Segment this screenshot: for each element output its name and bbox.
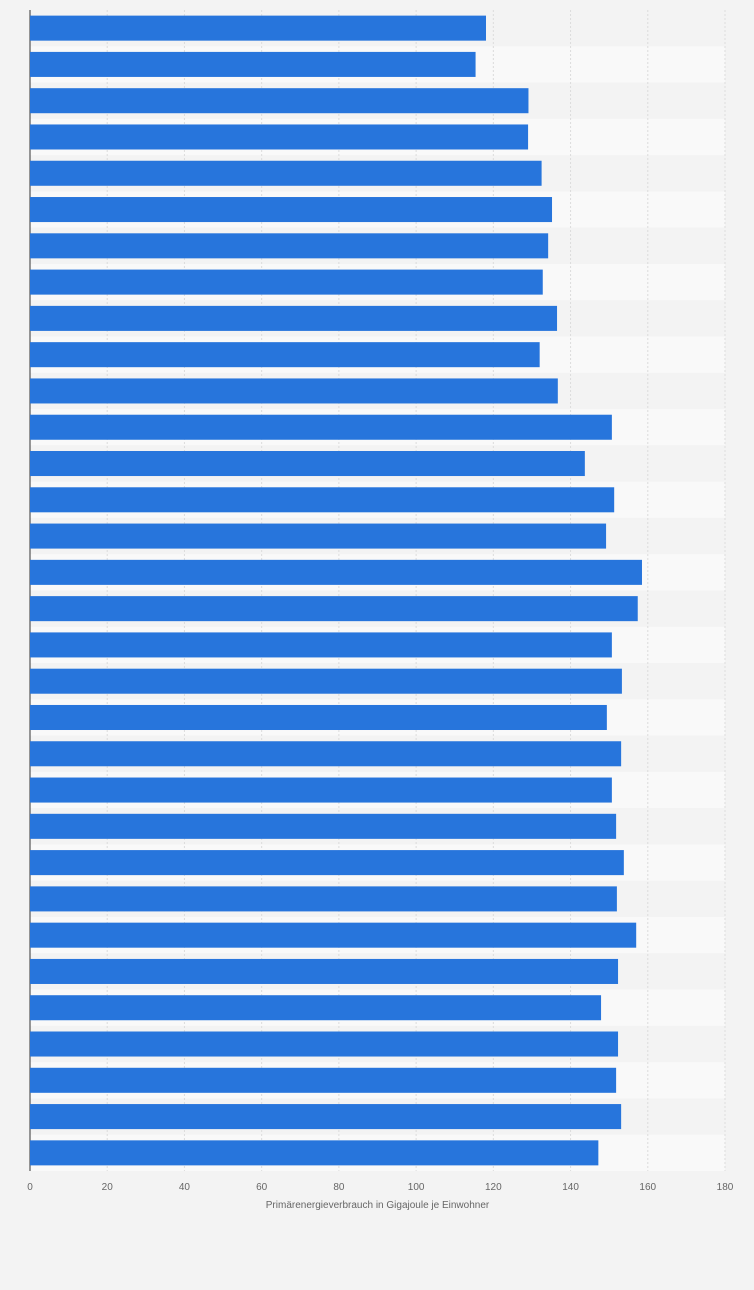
bar: [30, 1104, 622, 1130]
x-axis-title: Primärenergieverbrauch in Gigajoule je E…: [266, 1200, 490, 1211]
bar: [30, 704, 607, 731]
bar: [30, 233, 549, 259]
x-tick-label: 120: [485, 1182, 502, 1193]
bar: [30, 197, 553, 223]
bar: [30, 450, 585, 477]
x-tick-label: 20: [102, 1182, 114, 1193]
bar: [30, 414, 612, 440]
bar: [30, 378, 558, 404]
bar: [30, 559, 642, 585]
x-tick-label: 160: [639, 1182, 656, 1193]
bar: [30, 1140, 599, 1166]
bar: [30, 958, 619, 984]
bars: [30, 15, 642, 1166]
bar: [30, 15, 486, 41]
x-tick-label: 100: [408, 1182, 425, 1193]
x-tick-label: 40: [179, 1182, 191, 1193]
bar: [30, 51, 476, 77]
bar: [30, 1067, 617, 1093]
bar: [30, 160, 542, 186]
bar: [30, 777, 612, 803]
bar: [30, 124, 529, 150]
x-tick-label: 0: [27, 1182, 33, 1193]
bar: [30, 922, 637, 948]
bar: [30, 305, 558, 331]
x-tick-label: 60: [256, 1182, 268, 1193]
bar: [30, 269, 543, 295]
bar: [30, 88, 529, 114]
bar: [30, 741, 622, 767]
x-tick-label: 80: [333, 1182, 345, 1193]
bar: [30, 1031, 619, 1057]
bar: [30, 342, 540, 368]
bar: [30, 886, 617, 912]
bar: [30, 596, 638, 622]
bar: [30, 523, 607, 549]
bar: [30, 632, 612, 658]
x-tick-label: 180: [717, 1182, 734, 1193]
bar: [30, 668, 622, 694]
bar: [30, 487, 615, 513]
bar: [30, 813, 617, 839]
bar: [30, 850, 624, 876]
x-tick-label: 140: [562, 1182, 579, 1193]
x-tick-labels: 0 20 40 60 80 100 120 140 160 180: [27, 1182, 734, 1193]
bar: [30, 995, 602, 1021]
